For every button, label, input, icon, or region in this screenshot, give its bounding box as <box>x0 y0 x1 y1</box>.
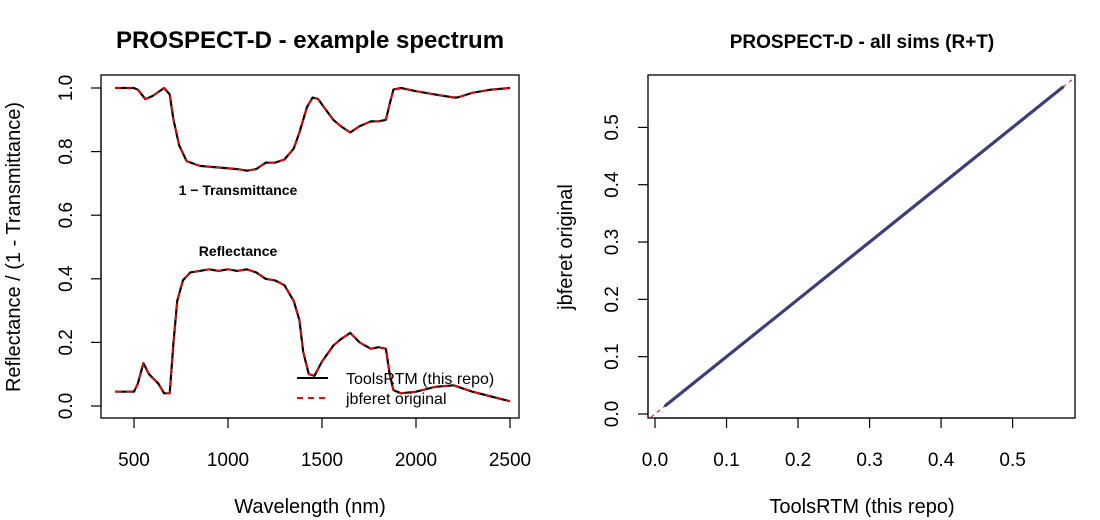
right-chart: PROSPECT-D - all sims (R+T) 0.0 0.1 0.2 0.3… <box>555 32 1076 518</box>
left-annotation-reflectance: Reflectance <box>199 243 278 259</box>
left-x-tick-label: 2000 <box>395 450 437 471</box>
series-line-toolsrtm <box>115 86 511 172</box>
left-x-tick-label: 2500 <box>489 450 531 471</box>
left-y-axis-label: Reflectance / (1 - Transmittance) <box>3 102 25 392</box>
left-y-axis: 0.0 0.2 0.4 0.6 0.8 1.0 <box>56 75 102 419</box>
right-x-tick-label: 0.0 <box>642 450 668 471</box>
left-x-tick-label: 500 <box>118 450 150 471</box>
right-series <box>650 78 1074 418</box>
series-line-jbferet <box>115 87 511 172</box>
right-y-tick-label: 0.4 <box>602 171 623 198</box>
right-y-tick-label: 0.1 <box>602 343 623 369</box>
legend-label-toolsrtm: ToolsRTM (this repo) <box>346 371 494 388</box>
left-y-tick-label: 0.4 <box>56 265 77 292</box>
right-y-tick-label: 0.2 <box>602 286 623 312</box>
right-y-axis: 0.0 0.1 0.2 0.3 0.4 0.5 <box>602 114 649 427</box>
left-chart: PROSPECT-D - example spectrum 500 1000 150… <box>3 27 531 518</box>
right-y-tick-label: 0.3 <box>602 229 623 255</box>
right-x-axis: 0.0 0.1 0.2 0.3 0.4 0.5 <box>642 417 1026 471</box>
series-line-jbferet <box>115 268 511 402</box>
right-x-tick-label: 0.2 <box>785 450 811 471</box>
left-y-tick-label: 0.8 <box>56 138 77 164</box>
left-x-axis-label: Wavelength (nm) <box>234 496 386 518</box>
right-y-tick-label: 0.5 <box>602 114 623 140</box>
left-y-tick-label: 0.0 <box>56 393 77 419</box>
scatter-points <box>664 85 1065 408</box>
left-series <box>115 86 511 403</box>
left-x-tick-label: 1500 <box>301 450 343 471</box>
left-x-tick-label: 1000 <box>207 450 249 471</box>
left-annotation-transmittance: 1 − Transmittance <box>179 182 298 198</box>
left-x-axis: 500 1000 1500 2000 2500 <box>118 417 531 471</box>
right-x-axis-label: ToolsRTM (this repo) <box>769 496 954 518</box>
left-chart-title: PROSPECT-D - example spectrum <box>116 27 504 54</box>
legend-label-jbferet: jbferet original <box>345 391 447 408</box>
left-y-tick-label: 0.6 <box>56 202 77 228</box>
right-chart-title: PROSPECT-D - all sims (R+T) <box>730 32 994 53</box>
left-plot-frame <box>100 74 520 419</box>
left-legend: ToolsRTM (this repo) jbferet original <box>297 371 494 408</box>
right-x-tick-label: 0.4 <box>928 450 955 471</box>
left-y-tick-label: 0.2 <box>56 329 77 355</box>
right-x-tick-label: 0.1 <box>713 450 739 471</box>
right-y-tick-label: 0.0 <box>602 401 623 427</box>
left-y-tick-label: 1.0 <box>56 75 77 101</box>
right-x-tick-label: 0.5 <box>999 450 1025 471</box>
right-x-tick-label: 0.3 <box>856 450 882 471</box>
right-y-axis-label: jbferet original <box>555 184 577 311</box>
